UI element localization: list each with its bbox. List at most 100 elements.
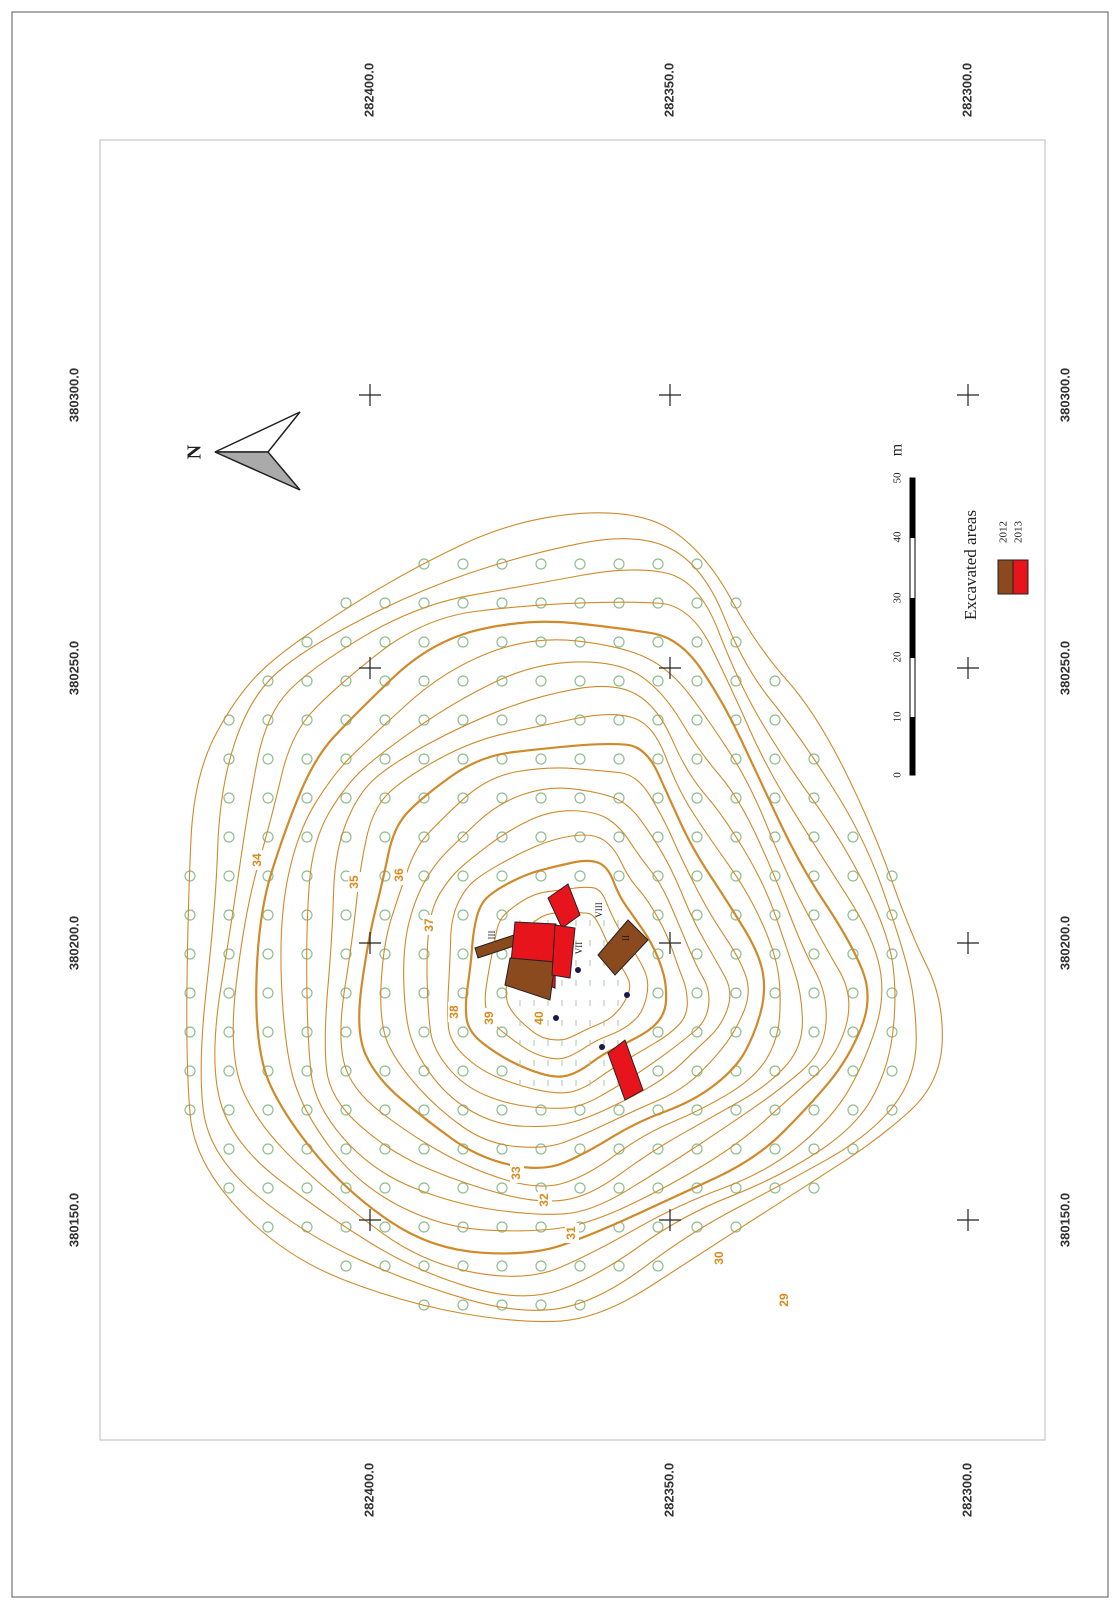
survey-point bbox=[223, 1182, 235, 1194]
survey-point bbox=[535, 753, 547, 765]
survey-point bbox=[262, 1182, 274, 1194]
left-coordinate: 380150.0 bbox=[66, 1193, 81, 1247]
survey-point bbox=[691, 597, 703, 609]
label-mask bbox=[393, 865, 407, 885]
survey-point bbox=[652, 1260, 664, 1272]
survey-point bbox=[808, 948, 820, 960]
bottom-coordinate: 282300.0 bbox=[959, 1463, 974, 1517]
top-coordinate: 282300.0 bbox=[959, 63, 974, 117]
survey-point bbox=[418, 636, 430, 648]
survey-point bbox=[379, 831, 391, 843]
survey-point bbox=[223, 987, 235, 999]
trench-label: VIII bbox=[594, 902, 604, 918]
survey-point bbox=[652, 636, 664, 648]
survey-point bbox=[574, 753, 586, 765]
trench-2012 bbox=[597, 919, 649, 976]
survey-point bbox=[457, 831, 469, 843]
survey-point bbox=[691, 792, 703, 804]
label-mask bbox=[713, 1248, 727, 1268]
survey-point bbox=[301, 1221, 313, 1233]
survey-point bbox=[574, 831, 586, 843]
contour-label: 29 bbox=[777, 1293, 791, 1307]
survey-point bbox=[496, 831, 508, 843]
contour-line bbox=[306, 661, 827, 1215]
survey-point bbox=[184, 1065, 196, 1077]
survey-point bbox=[535, 597, 547, 609]
survey-point bbox=[652, 558, 664, 570]
survey-point bbox=[340, 1026, 352, 1038]
survey-point bbox=[769, 909, 781, 921]
survey-point bbox=[847, 1026, 859, 1038]
left-coordinate: 380200.0 bbox=[66, 916, 81, 970]
survey-point bbox=[808, 831, 820, 843]
survey-point bbox=[496, 1260, 508, 1272]
survey-point bbox=[262, 1221, 274, 1233]
survey-point bbox=[769, 1104, 781, 1116]
survey-point bbox=[808, 1065, 820, 1077]
survey-point bbox=[223, 1143, 235, 1155]
contour-line bbox=[186, 512, 943, 1323]
survey-point bbox=[652, 909, 664, 921]
survey-point bbox=[535, 1104, 547, 1116]
survey-point bbox=[457, 1026, 469, 1038]
survey-point bbox=[847, 870, 859, 882]
survey-point bbox=[847, 1143, 859, 1155]
survey-point bbox=[301, 1026, 313, 1038]
survey-point bbox=[262, 909, 274, 921]
survey-point bbox=[457, 675, 469, 687]
survey-point bbox=[496, 1026, 508, 1038]
survey-point bbox=[379, 753, 391, 765]
survey-point bbox=[418, 831, 430, 843]
survey-point bbox=[574, 792, 586, 804]
survey-point bbox=[730, 831, 742, 843]
survey-point bbox=[184, 1026, 196, 1038]
survey-point bbox=[574, 1143, 586, 1155]
survey-point bbox=[730, 753, 742, 765]
survey-point bbox=[262, 792, 274, 804]
trench-2012 bbox=[504, 957, 556, 1001]
survey-point bbox=[808, 987, 820, 999]
survey-point bbox=[301, 831, 313, 843]
top-coordinate: 282350.0 bbox=[661, 63, 676, 117]
survey-point bbox=[535, 1143, 547, 1155]
survey-point bbox=[730, 1143, 742, 1155]
survey-point bbox=[223, 1104, 235, 1116]
survey-point bbox=[613, 1182, 625, 1194]
survey-point bbox=[730, 1104, 742, 1116]
survey-point bbox=[574, 870, 586, 882]
survey-point bbox=[730, 987, 742, 999]
survey-point bbox=[613, 831, 625, 843]
bottom-coordinate: 282400.0 bbox=[361, 1463, 376, 1517]
legend-title: Excavated areas bbox=[961, 510, 980, 620]
survey-point bbox=[340, 948, 352, 960]
contour-line bbox=[232, 601, 883, 1277]
survey-point bbox=[340, 1104, 352, 1116]
survey-point bbox=[301, 753, 313, 765]
contour-line bbox=[214, 569, 896, 1297]
right-coordinate: 380200.0 bbox=[1057, 916, 1072, 970]
survey-point bbox=[223, 1026, 235, 1038]
survey-point bbox=[613, 675, 625, 687]
survey-point bbox=[691, 675, 703, 687]
survey-point bbox=[691, 831, 703, 843]
survey-point bbox=[691, 753, 703, 765]
scale-tick-label: 40 bbox=[892, 531, 904, 543]
survey-point bbox=[613, 714, 625, 726]
survey-point bbox=[457, 792, 469, 804]
survey-point bbox=[769, 1182, 781, 1194]
right-coordinate: 380250.0 bbox=[1057, 641, 1072, 695]
survey-point bbox=[340, 1065, 352, 1077]
survey-point bbox=[652, 753, 664, 765]
survey-point bbox=[262, 831, 274, 843]
contour-line bbox=[464, 859, 668, 1078]
survey-point bbox=[301, 714, 313, 726]
survey-point bbox=[223, 831, 235, 843]
legend-item: 2012 bbox=[998, 521, 1010, 543]
survey-point bbox=[340, 792, 352, 804]
survey-point bbox=[886, 1104, 898, 1116]
survey-point bbox=[223, 1065, 235, 1077]
survey-point bbox=[730, 675, 742, 687]
scale-bar bbox=[909, 477, 916, 776]
survey-point bbox=[379, 1182, 391, 1194]
survey-point bbox=[574, 675, 586, 687]
